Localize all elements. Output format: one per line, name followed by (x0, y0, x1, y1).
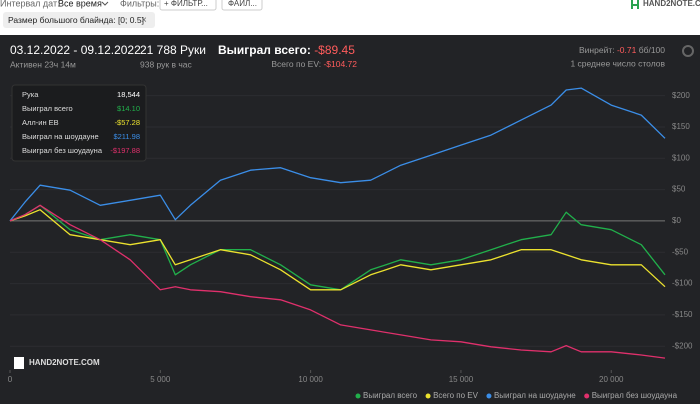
watermark: HAND2NOTE.COM (29, 358, 100, 367)
legend-swatch (486, 393, 492, 399)
won-total: Выиграл всего: -$89.45 (218, 43, 355, 57)
tooltip-label: Выиграл без шоудауна (22, 146, 103, 155)
winrate-value: -0.71 (617, 45, 637, 55)
chip-label: Размер большого блайнда: [0; 0.5] (8, 15, 144, 25)
won-label: Выиграл всего: (218, 43, 311, 57)
logo-icon (631, 0, 639, 9)
watermark-icon (14, 357, 24, 369)
winrate-label: Винрейт: (579, 45, 615, 55)
period: 03.12.2022 - 09.12.2022 (10, 43, 141, 57)
tooltip-value: 18,544 (117, 90, 140, 99)
y-tick-label: $100 (672, 153, 690, 162)
series-line (9, 204, 666, 291)
ev-total: Всего по EV: -$104.72 (271, 59, 357, 69)
series-line (9, 209, 666, 291)
filter-button-text: + ФИЛЬТР... (164, 0, 208, 8)
chart: $200 $150 $100 $50 $0 -$50 -$100 -$150 -$200 0 5 0… (8, 87, 693, 384)
hands-per-hour: 938 рук в час (140, 59, 193, 69)
legend-label: Всего по EV (433, 391, 479, 400)
y-tick-label: $0 (672, 216, 681, 225)
legend-swatch (425, 393, 431, 399)
active-time: Активен 23ч 14м (10, 59, 76, 69)
y-tick-label: -$150 (672, 310, 693, 319)
y-tick-label: $150 (672, 122, 690, 131)
dropdown-arrow (101, 1, 109, 6)
hands: 21 788 Руки (140, 43, 206, 57)
legend: Выиграл всего Всего по EV Выиграл на шоуда… (355, 391, 678, 400)
tooltip-value: -$57.28 (115, 118, 140, 127)
date-label: Интервал дат: (0, 0, 60, 8)
settings-icon[interactable] (682, 45, 694, 57)
tables: 1 среднее число столов (570, 58, 665, 68)
tooltip-label: Алл-ин ЕВ (22, 118, 59, 127)
filters-label: Фильтры: (120, 0, 159, 8)
y-tick-label: -$200 (672, 341, 693, 350)
won-value: -$89.45 (314, 43, 355, 57)
x-tick-label: 20 000 (599, 375, 624, 384)
series-line (9, 204, 666, 359)
legend-swatch (584, 393, 590, 399)
winrate-unit: бб/100 (639, 45, 666, 55)
y-tick-label: -$50 (672, 247, 689, 256)
filter-button[interactable] (159, 0, 217, 11)
x-tick-label: 15 000 (449, 375, 474, 384)
x-tick-label: 0 (8, 375, 13, 384)
ev-value: -$104.72 (323, 59, 357, 69)
tooltip-label: Выиграл на шоудауне (22, 132, 99, 141)
date-select[interactable]: Все время (58, 0, 102, 8)
y-tick-label: $50 (672, 185, 686, 194)
winrate: Винрейт: -0.71 бб/100 (579, 45, 665, 55)
y-tick-label: -$100 (672, 279, 693, 288)
tooltip-rows: Рука 18,544 Выиграл всего $14.10 Алл-ин ЕВ -$… (22, 90, 140, 155)
tooltip-value: -$197.88 (110, 146, 140, 155)
x-tick-label: 5 000 (150, 375, 171, 384)
tooltip-value: $14.10 (117, 104, 140, 113)
series-line (9, 87, 666, 222)
tooltip-value: $211.98 (113, 132, 140, 141)
tooltip-label: Рука (22, 90, 39, 99)
legend-label: Выиграл всего (363, 391, 418, 400)
logo: HAND2NOTE.C (643, 0, 700, 8)
tooltip-label: Выиграл всего (22, 104, 73, 113)
y-tick-label: $200 (672, 91, 690, 100)
file-button-text: ФАЙЛ... (228, 0, 257, 8)
filter-chip (3, 12, 155, 28)
legend-swatch (355, 393, 361, 399)
chip-close[interactable]: × (141, 15, 147, 26)
legend-label: Выиграл без шоудауна (592, 391, 678, 400)
ev-label: Всего по EV: (271, 59, 321, 69)
legend-label: Выиграл на шоудауне (494, 391, 576, 400)
tooltip (11, 84, 147, 162)
x-tick-label: 10 000 (298, 375, 323, 384)
file-button[interactable] (221, 0, 263, 11)
